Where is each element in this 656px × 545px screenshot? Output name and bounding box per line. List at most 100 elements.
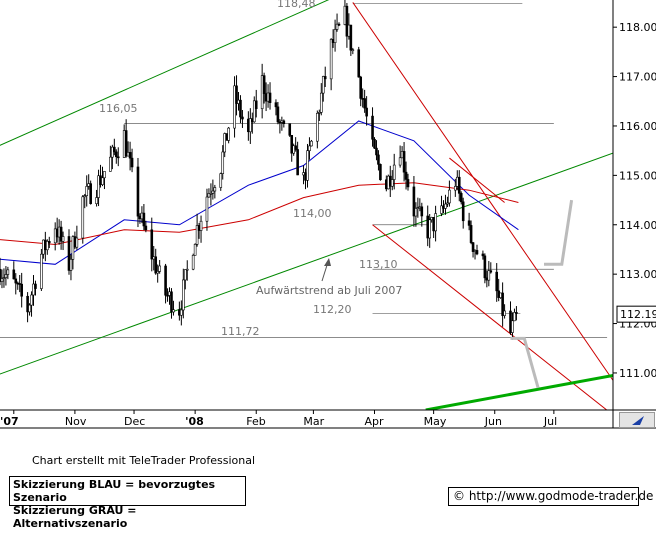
- price-bar-body: [308, 145, 311, 152]
- price-bar-body: [316, 112, 319, 142]
- price-bar-body: [213, 187, 217, 192]
- price-bar-body: [503, 310, 506, 316]
- price-bar-body: [59, 226, 63, 242]
- price-bar-body: [89, 183, 92, 204]
- level-label: 118,48: [277, 0, 316, 10]
- price-bar-body: [207, 193, 211, 198]
- price-bar-body: [319, 92, 323, 113]
- price-bar-body: [67, 236, 71, 271]
- price-bar-body: [254, 100, 258, 109]
- price-bar-body: [241, 116, 244, 120]
- x-tick-label: Nov: [65, 415, 87, 428]
- price-bar-body: [513, 312, 516, 322]
- price-bar-body: [379, 164, 382, 181]
- trend-lines: [0, 0, 613, 410]
- x-axis-ticks: '07 Nov Dec '08 Feb Mar Apr May Jun Jul: [0, 410, 557, 428]
- y-tick-label: 113.00: [619, 268, 656, 281]
- x-tick-label: Jun: [484, 415, 502, 428]
- price-bar-body: [495, 271, 499, 292]
- price-bar-body: [483, 255, 487, 279]
- price-bar-body: [150, 229, 154, 260]
- price-bar-body: [6, 269, 10, 275]
- moving-average-line: [0, 120, 519, 265]
- price-bar-body: [467, 220, 471, 226]
- price-bar-body: [406, 179, 410, 188]
- price-bar-body: [428, 219, 431, 239]
- price-bar-body: [205, 196, 209, 222]
- price-bar-body: [454, 186, 457, 191]
- arrow-icon: [632, 416, 644, 425]
- price-bar-body: [128, 152, 132, 159]
- price-bar-body: [274, 102, 278, 108]
- price-bar-body: [501, 292, 504, 316]
- price-bar-body: [185, 268, 189, 271]
- price-bar-body: [262, 75, 266, 94]
- price-bar-body: [412, 186, 416, 217]
- price-bar-body: [4, 274, 8, 278]
- level-label: 111,72: [221, 325, 260, 338]
- price-bar-body: [310, 140, 313, 147]
- trend-line: [0, 0, 330, 146]
- price-bar-body: [154, 256, 158, 274]
- price-bar-body: [252, 100, 256, 123]
- price-bar-body: [475, 250, 479, 255]
- price-bar-body: [375, 147, 378, 156]
- price-bar-body: [34, 283, 37, 289]
- price-bar-body: [434, 213, 437, 232]
- source-link[interactable]: © http://www.godmode-trader.de: [448, 487, 653, 506]
- trend-annotation: Aufwärtstrend ab Juli 2007: [256, 258, 402, 297]
- price-bar-body: [83, 195, 87, 198]
- price-bar-body: [276, 106, 280, 123]
- price-bar-body: [97, 175, 100, 198]
- price-bar-body: [20, 283, 23, 297]
- moving-average-line: [0, 182, 519, 246]
- price-bar-body: [142, 212, 146, 227]
- price-bar-body: [109, 156, 112, 172]
- price-bar-body: [81, 196, 85, 239]
- trend-line: [0, 152, 613, 375]
- price-bar-body: [103, 171, 106, 179]
- scenario-sketches: [510, 199, 574, 389]
- x-tick-label: Mar: [303, 415, 324, 428]
- price-bar-body: [211, 190, 215, 194]
- price-bar-body: [2, 277, 6, 279]
- x-tick-label: '08: [185, 415, 204, 428]
- price-bar-body: [335, 23, 339, 30]
- price-bar-body: [239, 99, 242, 118]
- price-bar-body: [459, 193, 463, 203]
- annotation-arrow-head: [324, 258, 331, 266]
- price-bar-body: [71, 236, 75, 260]
- price-bar-body: [26, 295, 29, 313]
- level-label: 112,20: [313, 303, 352, 316]
- legend-grey-line: Skizzierung GRAU = Alternativszenario: [13, 504, 137, 530]
- price-bar-body: [461, 201, 465, 222]
- price-bar-body: [357, 49, 361, 78]
- scroll-nav-button[interactable]: [619, 412, 655, 428]
- price-bar-body: [114, 151, 118, 158]
- price-bar-body: [420, 206, 424, 217]
- price-bar-body: [233, 85, 236, 129]
- price-bar-body: [390, 179, 394, 187]
- x-tick-label: Dec: [124, 415, 145, 428]
- price-bar-body: [363, 98, 366, 109]
- price-bar-body: [511, 320, 514, 333]
- price-bar-body: [404, 171, 408, 180]
- y-tick-label: 115.00: [619, 169, 656, 182]
- price-bar-body: [32, 283, 35, 296]
- price-bar-body: [306, 150, 309, 181]
- scenario-sketch: [544, 199, 574, 266]
- source-url[interactable]: http://www.godmode-trader.de: [468, 489, 654, 503]
- chart-credit: Chart erstellt mit TeleTrader Profession…: [32, 454, 256, 467]
- current-price-tag: 112.19: [616, 305, 656, 323]
- price-bar-body: [113, 146, 116, 153]
- x-tick-label: '07: [0, 415, 19, 428]
- price-bar-body: [471, 242, 475, 252]
- price-bar-body: [172, 309, 175, 313]
- price-bar-body: [321, 76, 325, 94]
- y-tick-label: 114.00: [619, 219, 656, 232]
- price-bar-body: [12, 269, 16, 280]
- price-bar-body: [349, 24, 353, 51]
- price-bars: [0, 0, 518, 340]
- price-bar-body: [164, 265, 167, 296]
